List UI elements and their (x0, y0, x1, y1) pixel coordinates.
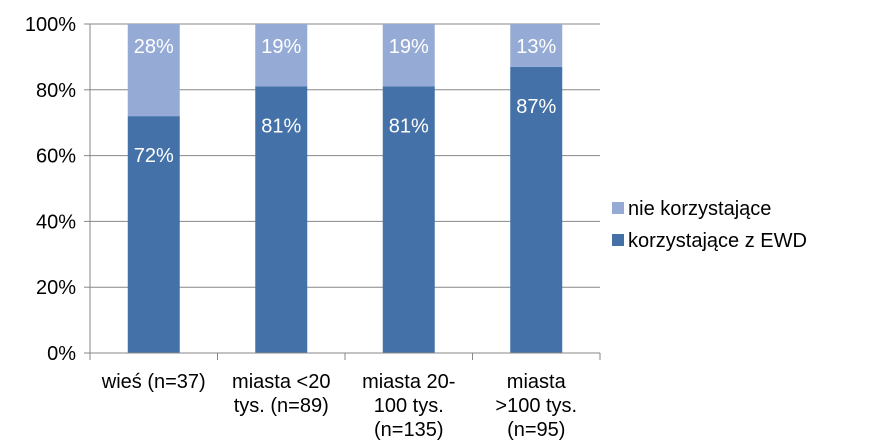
data-label: 72% (134, 145, 174, 167)
x-category-label: miasta <20 tys. (n=89) (232, 371, 330, 417)
x-category-label: wieś (n=37) (101, 371, 206, 393)
data-label: 81% (261, 116, 301, 138)
legend-swatch (612, 234, 624, 246)
legend-label: nie korzystające (628, 198, 771, 220)
data-label: 87% (516, 96, 556, 118)
legend-label: korzystające z EWD (628, 230, 807, 252)
bar-segment (255, 86, 308, 353)
bar-segment (255, 24, 308, 87)
x-category-label: miasta 20-100 tys. (n=135) (362, 371, 455, 441)
legend-swatch (612, 202, 624, 214)
bar-segment (510, 24, 563, 67)
y-tick-label: 80% (36, 80, 76, 102)
data-label: 81% (389, 116, 429, 138)
bar-segment (127, 24, 180, 117)
y-tick-label: 60% (36, 146, 76, 168)
data-label: 19% (389, 36, 429, 58)
y-tick-label: 40% (36, 211, 76, 233)
legend: nie korzystające korzystające z EWD (612, 198, 807, 252)
axes (84, 23, 601, 360)
bar-segment (382, 24, 435, 87)
data-label: 28% (134, 36, 174, 58)
data-label: 19% (261, 36, 301, 58)
y-tick-label: 0% (47, 343, 76, 365)
x-axis-categories: wieś (n=37) miasta <20 tys. (n=89) miasta 2… (101, 371, 577, 441)
y-axis-ticks: 0% 20% 40% 60% 80% 100% (25, 14, 76, 365)
x-category-label: miasta >100 tys. (n=95) (495, 371, 577, 441)
data-label: 13% (516, 36, 556, 58)
bar-segment (127, 116, 180, 354)
y-tick-label: 20% (36, 277, 76, 299)
bar-segment (382, 86, 435, 353)
bar-segment (510, 66, 563, 354)
bars: 72% 28% 81% 19% 81% 19% 87% 13% (127, 24, 563, 354)
y-tick-label: 100% (25, 14, 76, 36)
